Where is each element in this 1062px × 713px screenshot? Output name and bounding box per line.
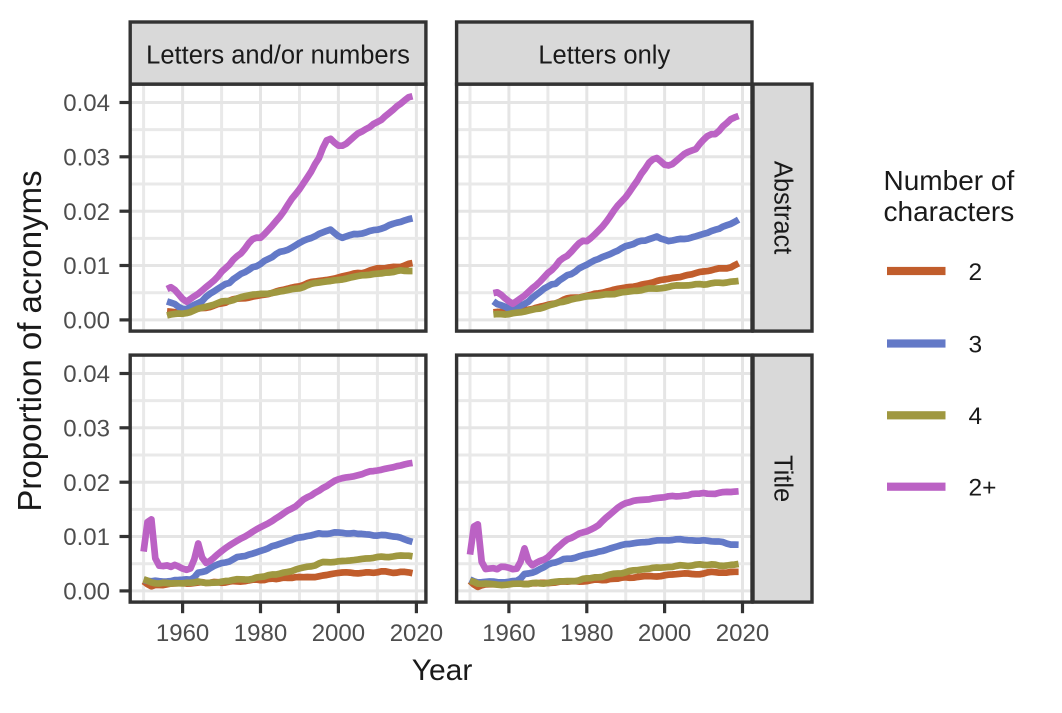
svg-text:0.00: 0.00: [63, 308, 110, 335]
svg-text:2+: 2+: [969, 475, 997, 502]
svg-text:Abstract: Abstract: [769, 161, 797, 255]
svg-text:1960: 1960: [482, 620, 535, 647]
svg-text:1980: 1980: [560, 620, 613, 647]
svg-text:0.03: 0.03: [63, 416, 110, 443]
svg-text:2000: 2000: [638, 620, 691, 647]
svg-text:0.02: 0.02: [63, 199, 110, 226]
svg-text:0.03: 0.03: [63, 145, 110, 172]
svg-text:Letters and/or numbers: Letters and/or numbers: [146, 41, 410, 69]
svg-text:Number of: Number of: [884, 165, 1015, 196]
svg-text:0.00: 0.00: [63, 579, 110, 606]
svg-text:2000: 2000: [312, 620, 365, 647]
svg-text:characters: characters: [884, 196, 1015, 227]
svg-text:3: 3: [969, 331, 983, 358]
svg-text:2020: 2020: [716, 620, 769, 647]
svg-text:0.02: 0.02: [63, 470, 110, 497]
svg-text:0.04: 0.04: [63, 361, 110, 388]
svg-text:0.01: 0.01: [63, 524, 110, 551]
svg-text:Title: Title: [769, 455, 797, 502]
svg-text:1960: 1960: [156, 620, 209, 647]
svg-text:Proportion of acronyms: Proportion of acronyms: [11, 170, 48, 511]
svg-text:1980: 1980: [234, 620, 287, 647]
svg-text:2020: 2020: [390, 620, 443, 647]
svg-text:Letters only: Letters only: [538, 41, 670, 69]
svg-text:Year: Year: [412, 654, 473, 687]
svg-text:2: 2: [969, 259, 983, 286]
svg-text:0.04: 0.04: [63, 90, 110, 117]
svg-text:0.01: 0.01: [63, 253, 110, 280]
svg-text:4: 4: [969, 403, 983, 430]
